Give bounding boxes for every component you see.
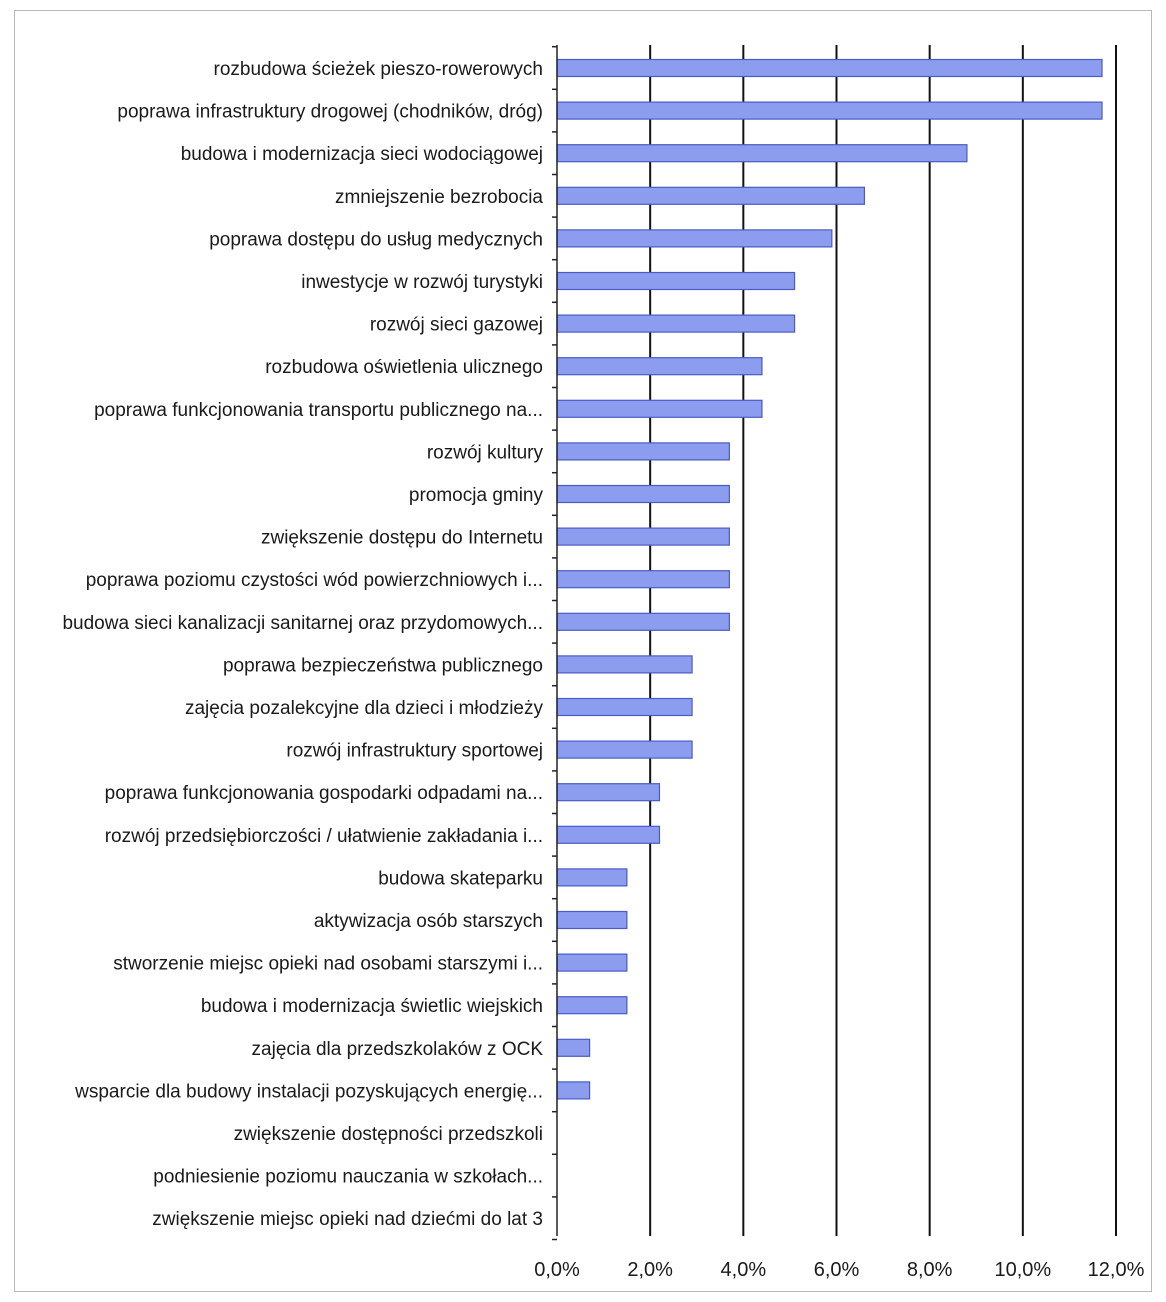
category-label: podniesienie poziomu nauczania w szkołac… — [153, 1167, 543, 1188]
bar — [556, 1081, 591, 1100]
category-label: poprawa bezpieczeństwa publicznego — [223, 655, 543, 676]
category-label: wsparcie dla budowy instalacji pozyskują… — [74, 1081, 543, 1102]
bar — [556, 825, 661, 844]
bar — [556, 953, 628, 972]
bar — [556, 101, 1103, 120]
category-label: zwiększenie dostępności przedszkoli — [234, 1124, 543, 1145]
bar — [556, 229, 833, 248]
x-tick-label: 6,0% — [814, 1259, 860, 1281]
bar — [556, 655, 693, 674]
category-axis — [552, 45, 558, 1241]
category-label: rozbudowa ścieżek pieszo-rowerowych — [214, 59, 543, 80]
category-label: rozwój sieci gazowej — [370, 315, 543, 336]
category-label: rozbudowa oświetlenia ulicznego — [265, 357, 543, 378]
chart-frame — [14, 10, 1152, 1292]
category-label: budowa sieci kanalizacji sanitarnej oraz… — [62, 613, 543, 634]
category-label: poprawa poziomu czystości wód powierzchn… — [86, 570, 543, 591]
category-label: rozwój infrastruktury sportowej — [286, 741, 543, 762]
category-label: budowa i modernizacja sieci wodociągowej — [181, 144, 543, 165]
gridlines — [649, 45, 1117, 1236]
bar — [556, 697, 693, 717]
category-label: aktywizacja osób starszych — [314, 911, 543, 932]
x-tick-label: 0,0% — [534, 1259, 580, 1281]
bar — [556, 1038, 591, 1057]
bar — [556, 570, 730, 589]
bar — [556, 612, 730, 631]
category-label: budowa i modernizacja świetlic wiejskich — [201, 996, 543, 1017]
category-label: zajęcia dla przedszkolaków z OCK — [252, 1039, 544, 1060]
bar — [556, 399, 763, 418]
category-label: zwiększenie miejsc opieki nad dziećmi do… — [152, 1209, 543, 1230]
category-label: stworzenie miejsc opieki nad osobami sta… — [113, 954, 543, 975]
category-labels: rozbudowa ścieżek pieszo-rowerowych popra… — [62, 59, 543, 1230]
category-label: inwestycje w rozwój turystyki — [301, 272, 543, 293]
bar — [556, 144, 968, 163]
category-label: zmniejszenie bezrobocia — [335, 187, 543, 208]
bar — [556, 357, 763, 376]
x-tick-label: 4,0% — [721, 1259, 767, 1281]
bar — [556, 783, 661, 802]
category-label: poprawa infrastruktury drogowej (chodnik… — [117, 102, 543, 123]
category-label: zajęcia pozalekcyjne dla dzieci i młodzi… — [185, 698, 544, 719]
bar — [556, 58, 1103, 78]
category-label: promocja gminy — [409, 485, 544, 506]
category-label: poprawa funkcjonowania gospodarki odpada… — [105, 783, 543, 804]
value-axis-ticks: 0,0% 2,0% 4,0% 6,0% 8,0% 10,0% 12,0% — [534, 1259, 1144, 1281]
category-label: rozwój kultury — [427, 442, 544, 463]
x-tick-label: 10,0% — [994, 1259, 1051, 1281]
category-label: zwiększenie dostępu do Internetu — [261, 528, 543, 549]
x-tick-label: 2,0% — [627, 1259, 673, 1281]
bar — [556, 527, 730, 546]
bar — [556, 910, 628, 930]
bar — [556, 996, 628, 1015]
bar — [556, 314, 796, 333]
category-label: poprawa dostępu do usług medycznych — [209, 229, 543, 250]
bars — [556, 58, 1103, 1100]
category-label: rozwój przedsiębiorczości / ułatwienie z… — [105, 826, 543, 847]
category-label: budowa skateparku — [378, 868, 543, 889]
bar — [556, 271, 796, 291]
bar — [556, 186, 866, 205]
bar — [556, 484, 730, 504]
bar — [556, 868, 628, 887]
x-tick-label: 12,0% — [1088, 1259, 1145, 1281]
category-label: poprawa funkcjonowania transportu public… — [94, 400, 543, 421]
bar — [556, 740, 693, 759]
bar — [556, 442, 730, 461]
x-tick-label: 8,0% — [907, 1259, 953, 1281]
